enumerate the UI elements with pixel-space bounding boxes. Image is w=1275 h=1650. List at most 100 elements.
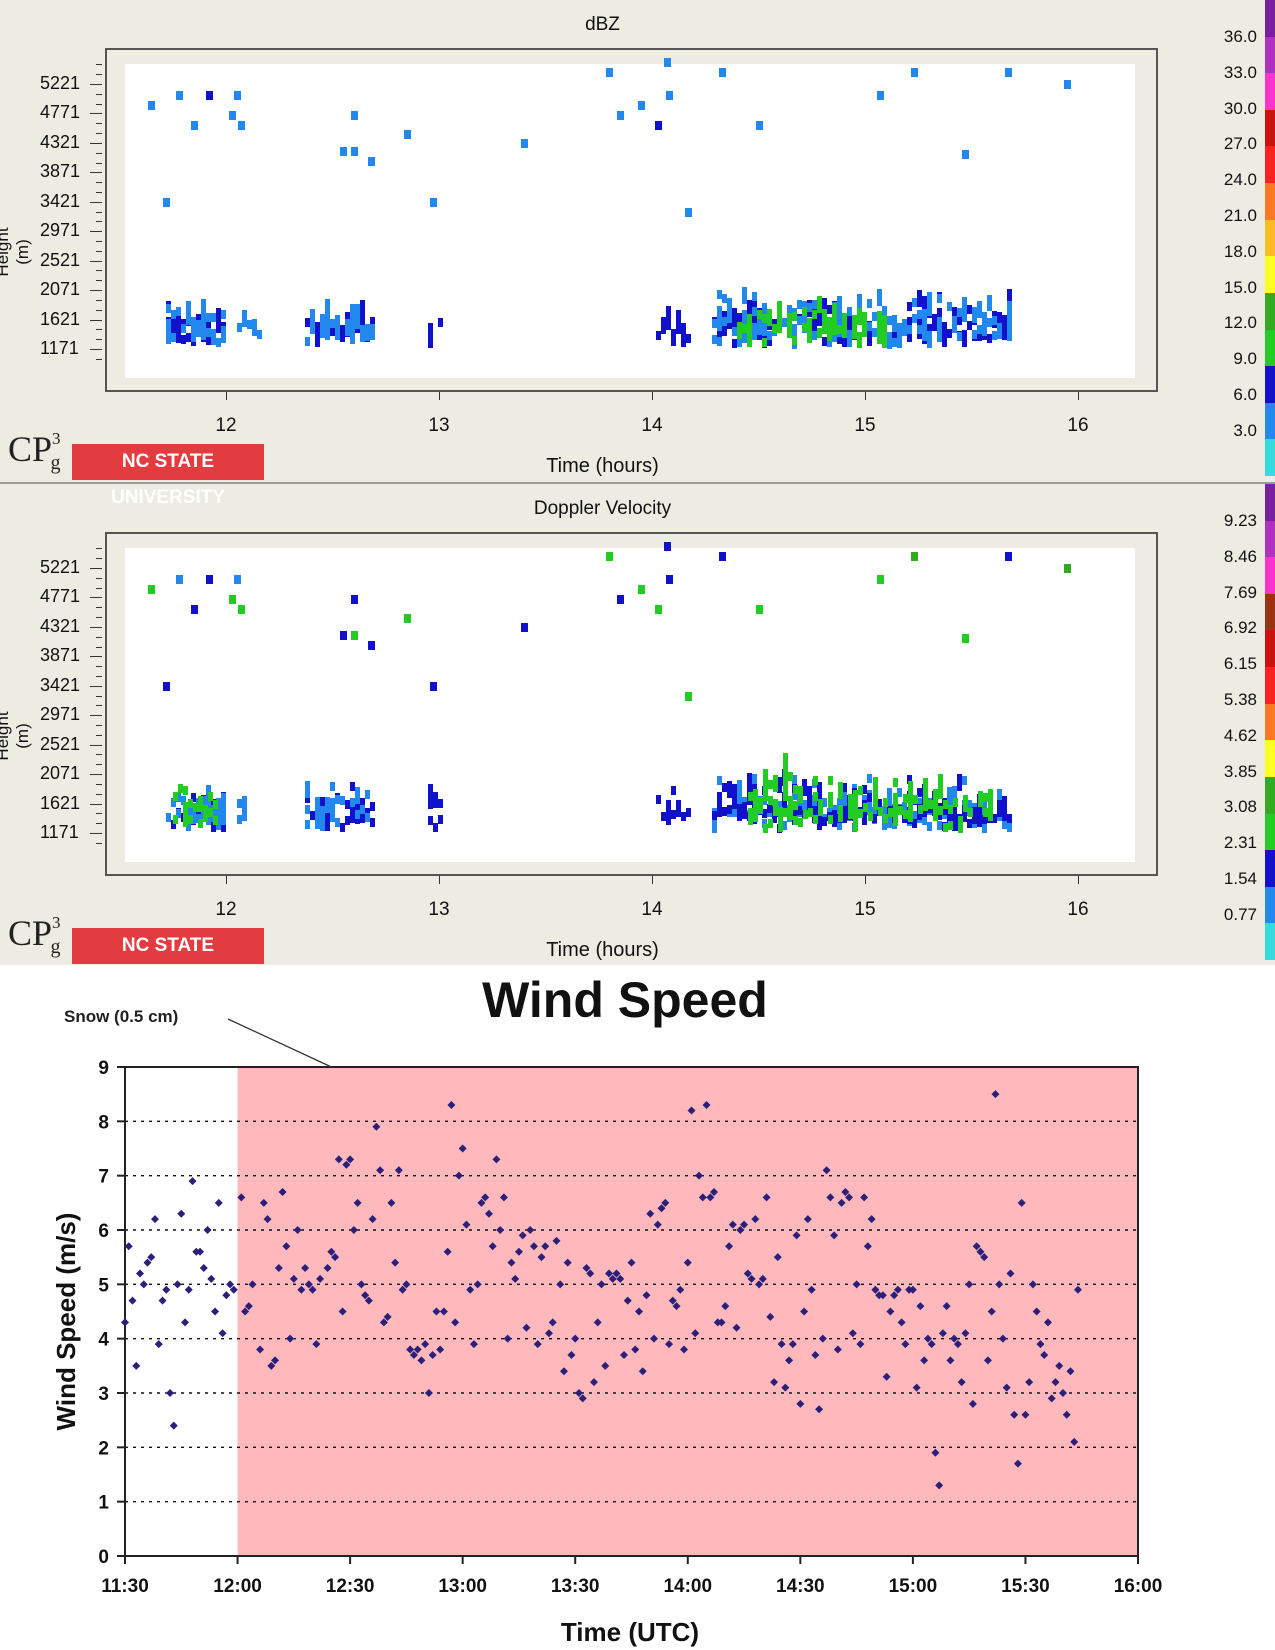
band-cell: [721, 293, 727, 303]
y-minor-tick: [96, 299, 102, 301]
y-tick-label: 9: [98, 1058, 109, 1079]
data-cell: [229, 594, 237, 604]
band-cell: [966, 320, 972, 330]
data-cell: [685, 207, 693, 217]
band-cell: [922, 786, 928, 796]
band-cell: [731, 799, 737, 809]
data-point: [672, 1302, 681, 1311]
x-tick-label: 15:30: [1001, 1576, 1050, 1597]
colorbar-segment: [1265, 557, 1275, 595]
band-cell: [896, 338, 902, 348]
data-point: [571, 1334, 580, 1343]
band-cell: [827, 332, 833, 342]
band-cell: [862, 319, 868, 329]
data-point: [683, 1258, 692, 1267]
band-cell: [236, 799, 242, 809]
x-tick: [652, 392, 653, 400]
band-cell: [742, 324, 748, 334]
data-point: [286, 1334, 295, 1343]
y-axis-label: Wind Speed (m/s): [51, 1213, 81, 1431]
data-cell: [719, 552, 727, 562]
band-cell: [216, 797, 222, 807]
band-cell: [821, 337, 827, 347]
band-cell: [907, 796, 913, 806]
data-point: [1021, 1410, 1030, 1419]
data-point: [466, 1285, 475, 1294]
data-point: [983, 1356, 992, 1365]
colorbar-segment: [1265, 776, 1275, 815]
band-cell: [1001, 330, 1007, 340]
x-axis-label: Time (hours): [546, 455, 659, 477]
band-cell: [731, 326, 737, 336]
data-point: [297, 1285, 306, 1294]
data-cell: [237, 604, 245, 614]
band-cell: [866, 328, 872, 338]
band-cell: [736, 313, 742, 323]
data-point: [1062, 1410, 1071, 1419]
data-point: [289, 1274, 298, 1283]
band-cell: [757, 796, 763, 806]
data-point: [1013, 1459, 1022, 1468]
band-cell: [976, 301, 982, 311]
data-point: [323, 1264, 332, 1273]
band-cell: [201, 795, 207, 805]
band-cell: [433, 791, 439, 801]
band-cell: [911, 297, 917, 307]
band-cell: [212, 815, 218, 825]
band-cell: [661, 325, 667, 335]
band-cell: [736, 787, 742, 797]
band-cell: [816, 309, 822, 319]
y-tick-label: 3: [98, 1384, 109, 1405]
band-cell: [428, 784, 434, 794]
band-cell: [721, 326, 727, 336]
band-cell: [807, 333, 813, 343]
band-cell: [932, 788, 938, 798]
colorbar-segment: [1265, 740, 1275, 778]
band-cell: [309, 325, 315, 335]
band-cell: [826, 338, 832, 348]
x-tick-label: 15:00: [889, 1576, 938, 1597]
data-point: [462, 1220, 471, 1229]
data-cell: [148, 101, 156, 110]
band-cell: [981, 319, 987, 329]
band-cell: [364, 323, 370, 333]
data-point: [833, 1345, 842, 1354]
band-cell: [821, 817, 827, 827]
y-tick-label: 8: [98, 1112, 109, 1133]
band-cell: [797, 817, 803, 827]
band-cell: [192, 802, 198, 812]
x-tick-label: 14: [641, 899, 663, 920]
data-cell: [685, 691, 693, 701]
band-cell: [877, 334, 883, 344]
data-point: [638, 1367, 647, 1376]
band-cell: [987, 804, 993, 814]
data-point: [529, 1242, 538, 1251]
band-cell: [946, 786, 952, 796]
band-cell: [314, 820, 320, 830]
band-cell: [841, 814, 847, 824]
band-cell: [852, 314, 858, 324]
data-point: [702, 1101, 711, 1110]
y-minor-tick: [96, 715, 102, 717]
y-minor-tick: [96, 250, 102, 252]
band-cell: [852, 790, 858, 800]
band-cell: [211, 336, 217, 346]
y-tick-label: 2521: [40, 733, 81, 754]
band-cell: [221, 808, 227, 818]
data-cell: [663, 542, 671, 552]
y-minor-tick: [96, 577, 102, 579]
data-point: [710, 1187, 719, 1196]
band-cell: [821, 298, 827, 308]
band-cell: [882, 315, 888, 325]
band-cell: [842, 321, 848, 331]
band-cell: [846, 338, 852, 348]
data-point: [578, 1394, 587, 1403]
band-cell: [977, 798, 983, 808]
band-cell: [921, 815, 927, 825]
data-point: [511, 1274, 520, 1283]
band-cell: [931, 314, 937, 324]
band-cell: [861, 815, 867, 825]
annotation-leader-line: [227, 1018, 332, 1068]
band-cell: [339, 822, 345, 832]
band-cell: [811, 304, 817, 314]
